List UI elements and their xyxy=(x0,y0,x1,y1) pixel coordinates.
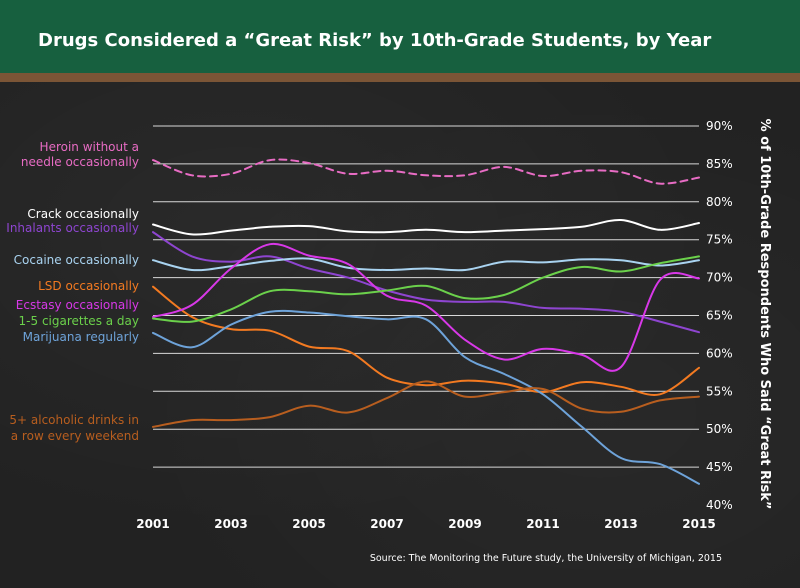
y-tick-label: 70% xyxy=(706,271,733,285)
y-tick-label: 45% xyxy=(706,460,733,474)
x-axis-ticks: 2001 2003 2005 2007 2009 2011 2013 2015 xyxy=(136,517,715,531)
x-tick-label: 2009 xyxy=(448,517,481,531)
series-line xyxy=(152,257,700,272)
series-label: Ecstasy occasionally xyxy=(16,298,139,312)
series-line xyxy=(152,242,700,372)
x-tick-label: 2005 xyxy=(292,517,325,531)
series-lines xyxy=(152,158,700,485)
series-label: Crack occasionally xyxy=(27,207,139,221)
y-tick-label: 40% xyxy=(706,498,733,512)
y-tick-label: 50% xyxy=(706,422,733,436)
series-line xyxy=(152,158,700,185)
series-line xyxy=(152,255,700,323)
y-axis-label: % of 10th-Grade Respondents Who Said “Gr… xyxy=(757,119,772,510)
series-line xyxy=(152,309,700,485)
y-axis-ticks: 40% 45% 50% 55% 60% 65% 70% 75% 80% 85% 90% xyxy=(706,119,733,512)
series-label: LSD occasionally xyxy=(38,279,139,293)
series-label: 5+ alcoholic drinks in xyxy=(9,413,139,427)
title-banner: Drugs Considered a “Great Risk” by 10th-… xyxy=(0,0,800,82)
series-line xyxy=(152,285,700,396)
x-tick-label: 2003 xyxy=(214,517,247,531)
y-tick-label: 80% xyxy=(706,195,733,209)
y-tick-label: 75% xyxy=(706,233,733,247)
series-line xyxy=(152,380,700,428)
source-note: Source: The Monitoring the Future study,… xyxy=(369,553,722,564)
series-line xyxy=(152,231,700,334)
chart-title: Drugs Considered a “Great Risk” by 10th-… xyxy=(38,30,712,51)
series-label: Inhalants occasionally xyxy=(6,221,139,235)
x-tick-label: 2011 xyxy=(526,517,559,531)
series-label: 1-5 cigarettes a day xyxy=(19,314,139,328)
x-tick-label: 2007 xyxy=(370,517,403,531)
x-tick-label: 2015 xyxy=(682,517,715,531)
grid-lines xyxy=(153,125,699,468)
series-label: Marijuana regularly xyxy=(23,330,139,344)
y-tick-label: 65% xyxy=(706,309,733,323)
y-tick-label: 90% xyxy=(706,119,733,133)
series-label: a row every weekend xyxy=(11,429,139,443)
y-tick-label: 55% xyxy=(706,384,733,398)
series-label: needle occasionally xyxy=(21,155,139,169)
series-label: Cocaine occasionally xyxy=(14,253,139,267)
x-tick-label: 2013 xyxy=(604,517,637,531)
y-tick-label: 85% xyxy=(706,157,733,171)
x-tick-label: 2001 xyxy=(136,517,169,531)
series-label: Heroin without a xyxy=(40,140,139,154)
y-tick-label: 60% xyxy=(706,346,733,360)
series-line xyxy=(152,218,700,236)
